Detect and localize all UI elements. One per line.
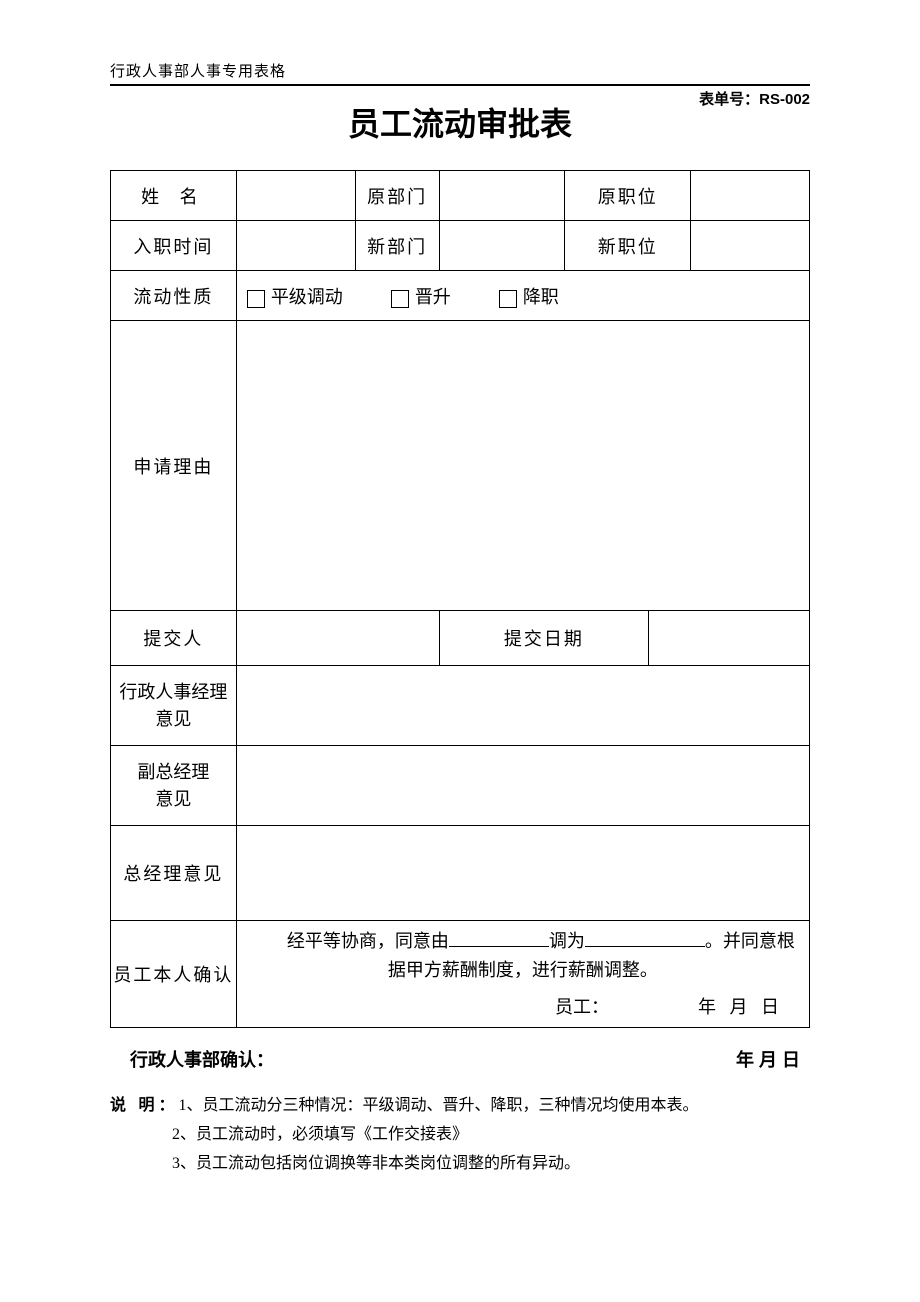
- field-new-dept[interactable]: [439, 221, 565, 271]
- checkbox-option-2[interactable]: 降职: [499, 283, 559, 309]
- notes-item-0: 1、员工流动分三种情况：平级调动、晋升、降职，三种情况均使用本表。: [178, 1092, 698, 1121]
- notes-item-1: 2、员工流动时，必须填写《工作交接表》: [110, 1121, 810, 1150]
- label-new-dept: 新部门: [355, 221, 439, 271]
- label-new-pos: 新职位: [565, 221, 691, 271]
- field-self-confirm: 经平等协商，同意由调为。并同意根据甲方薪酬制度，进行薪酬调整。 员工： 年 月 …: [236, 921, 809, 1028]
- label-reason: 申请理由: [111, 321, 237, 611]
- label-name: 姓 名: [111, 171, 237, 221]
- field-nature: 平级调动 晋升 降职: [236, 271, 809, 321]
- checkbox-icon: [247, 290, 265, 308]
- label-nature: 流动性质: [111, 271, 237, 321]
- field-new-pos[interactable]: [691, 221, 810, 271]
- label-submit-date: 提交日期: [439, 611, 649, 666]
- field-reason[interactable]: [236, 321, 809, 611]
- notes-item-2: 3、员工流动包括岗位调换等非本类岗位调整的所有异动。: [110, 1150, 810, 1179]
- field-submitter[interactable]: [236, 611, 439, 666]
- footer-confirm: 行政人事部确认： 年 月 日: [110, 1046, 810, 1072]
- header-top-text: 行政人事部人事专用表格: [110, 60, 810, 86]
- field-orig-pos[interactable]: [691, 171, 810, 221]
- field-submit-date[interactable]: [649, 611, 810, 666]
- field-orig-dept[interactable]: [439, 171, 565, 221]
- label-submitter: 提交人: [111, 611, 237, 666]
- footer-confirm-label: 行政人事部确认：: [130, 1046, 274, 1072]
- footer-confirm-date: 年 月 日: [736, 1046, 800, 1072]
- field-hr-opinion[interactable]: [236, 666, 809, 746]
- notes-label: 说 明：: [110, 1092, 178, 1121]
- field-entry-date[interactable]: [236, 221, 355, 271]
- label-orig-dept: 原部门: [355, 171, 439, 221]
- checkbox-option-0[interactable]: 平级调动: [247, 283, 343, 309]
- label-self-confirm: 员工本人确认: [111, 921, 237, 1028]
- checkbox-option-1[interactable]: 晋升: [391, 283, 451, 309]
- checkbox-icon: [391, 290, 409, 308]
- field-name[interactable]: [236, 171, 355, 221]
- label-entry-date: 入职时间: [111, 221, 237, 271]
- field-gm-opinion[interactable]: [236, 826, 809, 921]
- label-gm-opinion: 总经理意见: [111, 826, 237, 921]
- label-vgm-opinion: 副总经理意见: [111, 746, 237, 826]
- checkbox-icon: [499, 290, 517, 308]
- notes-section: 说 明： 1、员工流动分三种情况：平级调动、晋升、降职，三种情况均使用本表。 2…: [110, 1092, 810, 1178]
- label-hr-opinion: 行政人事经理意见: [111, 666, 237, 746]
- label-orig-pos: 原职位: [565, 171, 691, 221]
- field-vgm-opinion[interactable]: [236, 746, 809, 826]
- approval-table: 姓 名 原部门 原职位 入职时间 新部门 新职位 流动性质 平级调动: [110, 170, 810, 1028]
